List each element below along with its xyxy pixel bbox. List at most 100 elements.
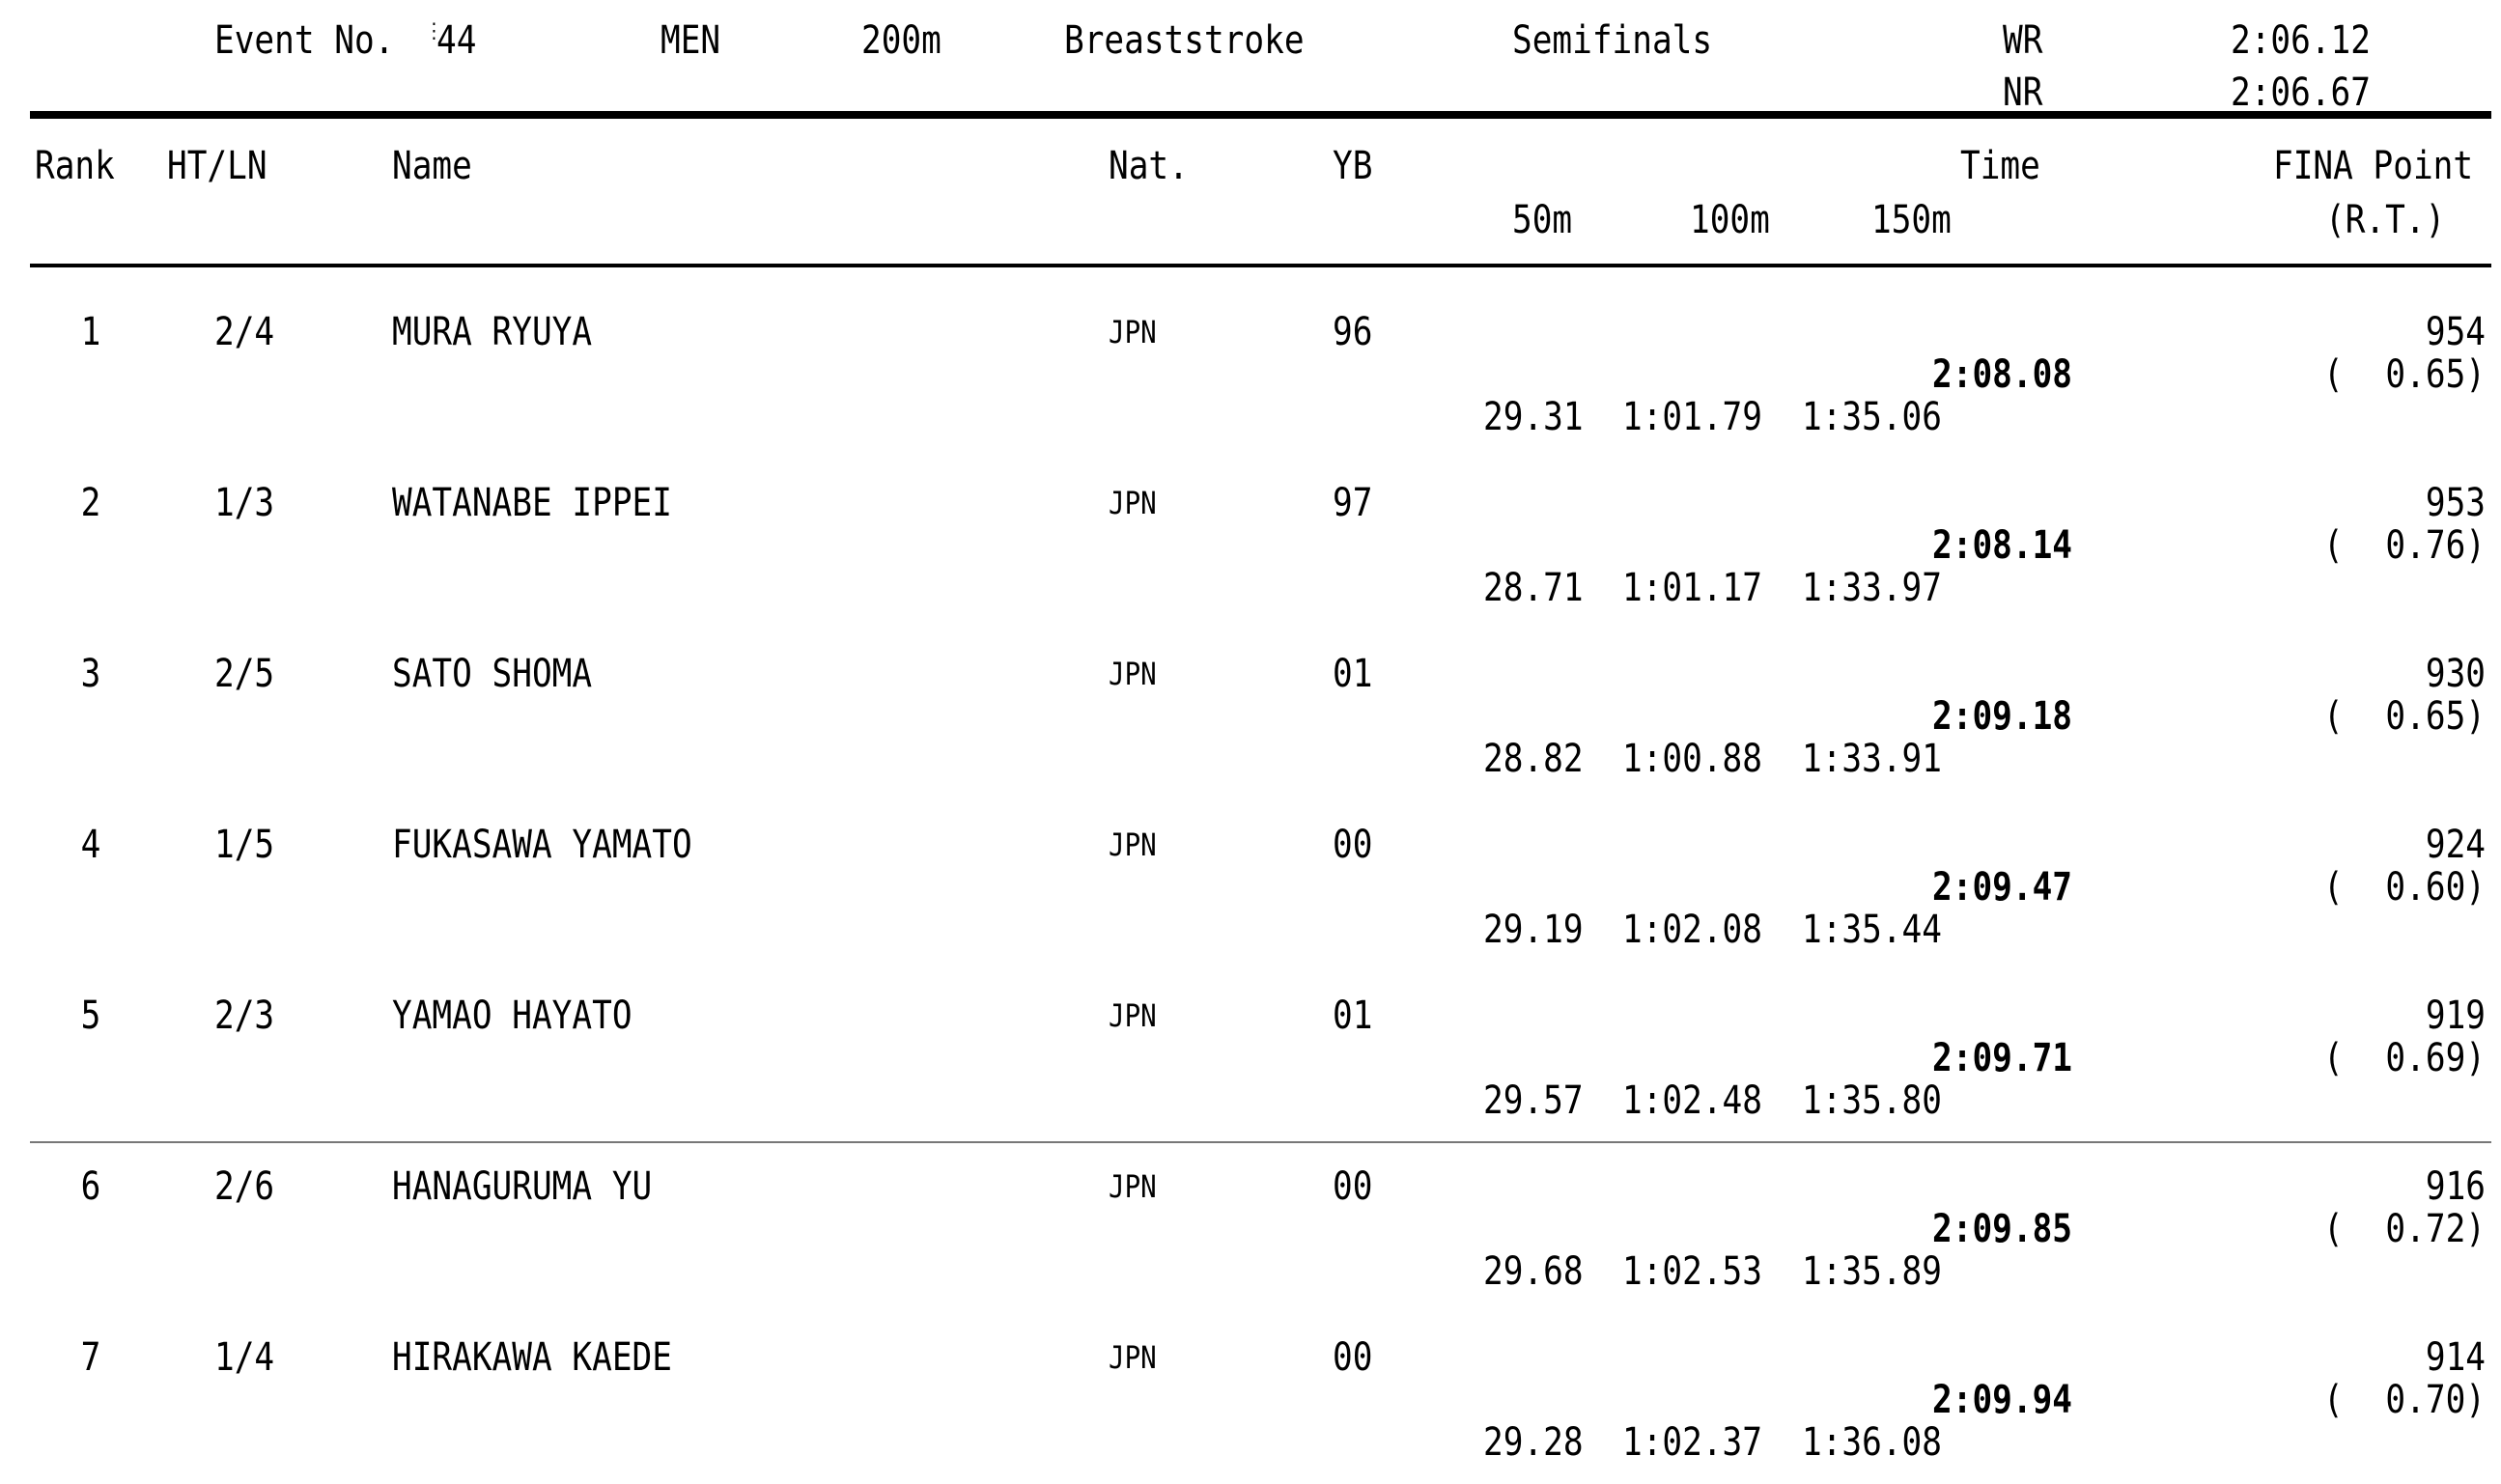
athlete-name: YAMAO HAYATO (392, 994, 632, 1038)
reaction-time: 0.72) (2385, 1207, 2486, 1251)
rt-open-paren: ( (2323, 523, 2344, 568)
wr-time: 2:06.12 (2231, 18, 2371, 63)
rank: 4 (80, 823, 101, 867)
split-50m: 28.82 (1483, 737, 1584, 781)
fina-points: 919 (2425, 994, 2486, 1038)
col-split-50: 50m (1512, 198, 1573, 242)
year-of-birth: 00 (1333, 1164, 1373, 1209)
heat-lane: 1/4 (214, 1335, 275, 1380)
athlete-name: HIRAKAWA KAEDE (392, 1335, 672, 1380)
reaction-time: 0.65) (2385, 352, 2486, 397)
split-100m: 1:02.08 (1622, 908, 1762, 952)
result-row: 4 1/5 FUKASAWA YAMATO JPN 00 924 2:09.47… (0, 800, 2501, 971)
fina-points: 953 (2425, 481, 2486, 525)
final-time: 2:09.71 (1932, 1036, 2072, 1080)
athlete-name: HANAGURUMA YU (392, 1164, 653, 1209)
split-50m: 29.68 (1483, 1249, 1584, 1294)
reaction-time: 0.65) (2385, 694, 2486, 739)
rt-open-paren: ( (2323, 1036, 2344, 1080)
reaction-time: 0.69) (2385, 1036, 2486, 1080)
rt-open-paren: ( (2323, 1207, 2344, 1251)
reaction-time: 0.60) (2385, 865, 2486, 910)
rank: 6 (80, 1164, 101, 1209)
split-150m: 1:35.06 (1802, 395, 1942, 439)
heat-lane: 2/5 (214, 652, 275, 696)
split-150m: 1:35.44 (1802, 908, 1942, 952)
split-150m: 1:35.80 (1802, 1078, 1942, 1123)
heat-lane: 2/6 (214, 1164, 275, 1209)
col-split-150: 150m (1871, 198, 1952, 242)
reaction-time: 0.76) (2385, 523, 2486, 568)
result-row: 2 1/3 WATANABE IPPEI JPN 97 953 2:08.14 … (0, 459, 2501, 630)
final-time: 2:09.18 (1932, 694, 2072, 739)
year-of-birth: 01 (1333, 652, 1373, 696)
split-50m: 29.19 (1483, 908, 1584, 952)
event-gender: MEN (660, 18, 721, 63)
nationality: JPN (1109, 656, 1157, 692)
rank: 2 (80, 481, 101, 525)
event-stroke: Breaststroke (1064, 18, 1305, 63)
col-split-100: 100m (1690, 198, 1770, 242)
fina-points: 924 (2425, 823, 2486, 867)
header-rule-thick (30, 111, 2491, 119)
nationality: JPN (1109, 314, 1157, 350)
event-round: Semifinals (1512, 18, 1713, 63)
rt-open-paren: ( (2323, 694, 2344, 739)
col-fina-point: FINA Point (2273, 144, 2474, 188)
col-name: Name (392, 144, 472, 188)
reaction-time: 0.70) (2385, 1378, 2486, 1422)
fina-points: 916 (2425, 1164, 2486, 1209)
rank: 5 (80, 994, 101, 1038)
nationality: JPN (1109, 1339, 1157, 1376)
nationality: JPN (1109, 1168, 1157, 1205)
split-50m: 28.71 (1483, 566, 1584, 610)
result-row: 7 1/4 HIRAKAWA KAEDE JPN 00 914 2:09.94 … (0, 1313, 2501, 1484)
split-100m: 1:01.79 (1622, 395, 1762, 439)
rank: 1 (80, 310, 101, 354)
heat-lane: 2/3 (214, 994, 275, 1038)
split-100m: 1:02.53 (1622, 1249, 1762, 1294)
year-of-birth: 00 (1333, 1335, 1373, 1380)
result-row: 1 2/4 MURA RYUYA JPN 96 954 2:08.08 ( 0.… (0, 288, 2501, 459)
year-of-birth: 00 (1333, 823, 1373, 867)
final-time: 2:08.14 (1932, 523, 2072, 568)
col-rank: Rank (35, 144, 115, 188)
final-time: 2:09.47 (1932, 865, 2072, 910)
event-label: Event No. (214, 18, 395, 63)
final-time: 2:08.08 (1932, 352, 2072, 397)
result-row: 5 2/3 YAMAO HAYATO JPN 01 919 2:09.71 ( … (0, 971, 2501, 1142)
col-yb: YB (1333, 144, 1373, 188)
col-ht-ln: HT/LN (167, 144, 267, 188)
heat-lane: 1/3 (214, 481, 275, 525)
rt-open-paren: ( (2323, 1378, 2344, 1422)
event-separator: ⋮ (425, 19, 443, 43)
athlete-name: SATO SHOMA (392, 652, 593, 696)
split-150m: 1:33.91 (1802, 737, 1942, 781)
nationality: JPN (1109, 997, 1157, 1034)
split-150m: 1:36.08 (1802, 1420, 1942, 1465)
split-100m: 1:02.37 (1622, 1420, 1762, 1465)
split-150m: 1:35.89 (1802, 1249, 1942, 1294)
fina-points: 914 (2425, 1335, 2486, 1380)
split-100m: 1:00.88 (1622, 737, 1762, 781)
final-time: 2:09.85 (1932, 1207, 2072, 1251)
result-row: 6 2/6 HANAGURUMA YU JPN 00 916 2:09.85 (… (0, 1142, 2501, 1313)
split-150m: 1:33.97 (1802, 566, 1942, 610)
split-50m: 29.31 (1483, 395, 1584, 439)
wr-label: WR (2003, 18, 2043, 63)
rank: 3 (80, 652, 101, 696)
fina-points: 954 (2425, 310, 2486, 354)
split-50m: 29.57 (1483, 1078, 1584, 1123)
heat-lane: 2/4 (214, 310, 275, 354)
rank: 7 (80, 1335, 101, 1380)
nationality: JPN (1109, 826, 1157, 863)
year-of-birth: 97 (1333, 481, 1373, 525)
event-number: 44 (436, 18, 477, 63)
split-50m: 29.28 (1483, 1420, 1584, 1465)
final-time: 2:09.94 (1932, 1378, 2072, 1422)
nationality: JPN (1109, 485, 1157, 521)
nr-label: NR (2003, 70, 2043, 115)
header-rule (30, 264, 2491, 267)
col-time: Time (1960, 144, 2040, 188)
year-of-birth: 01 (1333, 994, 1373, 1038)
